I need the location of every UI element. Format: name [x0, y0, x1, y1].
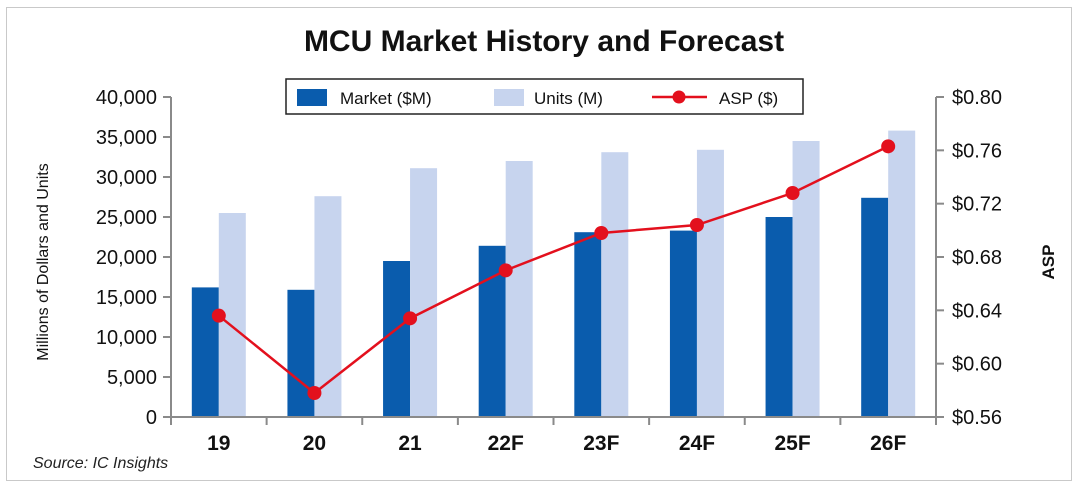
x-tick-label: 25F	[774, 432, 810, 455]
bar-units-23F	[601, 152, 629, 417]
asp-point-21	[403, 311, 418, 326]
y2-tick-label: $0.80	[952, 87, 1002, 109]
legend-swatch-asp-marker	[672, 90, 686, 104]
source-note: Source: IC Insights	[33, 455, 168, 472]
y-axis-label: Millions of Dollars and Units	[35, 163, 52, 360]
x-tick-label: 20	[303, 432, 326, 455]
y2-tick-label: $0.68	[952, 247, 1002, 269]
x-tick-label: 21	[398, 432, 422, 455]
bar-market-23F	[574, 232, 602, 417]
bar-market-25F	[765, 217, 793, 417]
asp-point-23F	[594, 226, 609, 240]
asp-point-26F	[881, 139, 896, 154]
y-tick-label: 30,000	[96, 167, 157, 189]
bar-market-21	[383, 261, 411, 417]
bar-units-26F	[888, 130, 916, 417]
x-tick-label: 19	[207, 432, 230, 455]
x-tick-label: 22F	[488, 432, 524, 455]
x-tick-label: 24F	[679, 432, 715, 455]
legend: Market ($M) Units (M) ASP ($)	[285, 78, 804, 115]
x-tick-label: 23F	[583, 432, 619, 455]
y-tick-label: 25,000	[96, 207, 157, 229]
y2-tick-label: $0.60	[952, 354, 1002, 376]
asp-line	[218, 145, 889, 395]
legend-label-asp: ASP ($)	[719, 89, 778, 108]
bar-market-26F	[861, 197, 889, 417]
bar-units-20	[314, 196, 342, 417]
y-tick-label: 35,000	[96, 127, 157, 149]
y2-axis-label: ASP	[1039, 245, 1058, 280]
y-tick-label: 40,000	[96, 87, 157, 109]
chart-title: MCU Market History and Forecast	[304, 25, 784, 58]
legend-box	[285, 78, 804, 115]
asp-point-22F	[498, 263, 513, 278]
bar-units-21	[410, 168, 438, 417]
y2-tick-label: $0.72	[952, 194, 1002, 216]
bar-units-24F	[696, 149, 724, 418]
y2-tick-label: $0.64	[952, 300, 1002, 322]
asp-point-25F	[785, 186, 800, 200]
bar-market-19	[191, 287, 219, 417]
asp-point-20	[307, 386, 322, 400]
chart: MCU Market History and Forecast 0 5,000 10…	[33, 25, 1058, 472]
y2-tick-label: $0.56	[952, 407, 1002, 429]
chart-frame: MCU Market History and Forecast 0 5,000 10…	[6, 7, 1072, 481]
legend-swatch-market	[297, 89, 327, 106]
y2-tick-label: $0.76	[952, 140, 1002, 162]
y-tick-label: 5,000	[107, 367, 157, 389]
x-tick-label: 26F	[870, 432, 906, 455]
legend-swatch-units	[494, 89, 524, 106]
y-tick-label: 20,000	[96, 247, 157, 269]
asp-point-24F	[689, 218, 704, 232]
y-tick-label: 15,000	[96, 287, 157, 309]
y-tick-label: 10,000	[96, 327, 157, 349]
legend-label-market: Market ($M)	[340, 89, 432, 108]
y-tick-label: 0	[146, 407, 157, 429]
legend-label-units: Units (M)	[534, 89, 603, 108]
bar-market-24F	[669, 230, 697, 417]
bar-units-22F	[505, 161, 533, 417]
asp-point-19	[211, 308, 226, 323]
